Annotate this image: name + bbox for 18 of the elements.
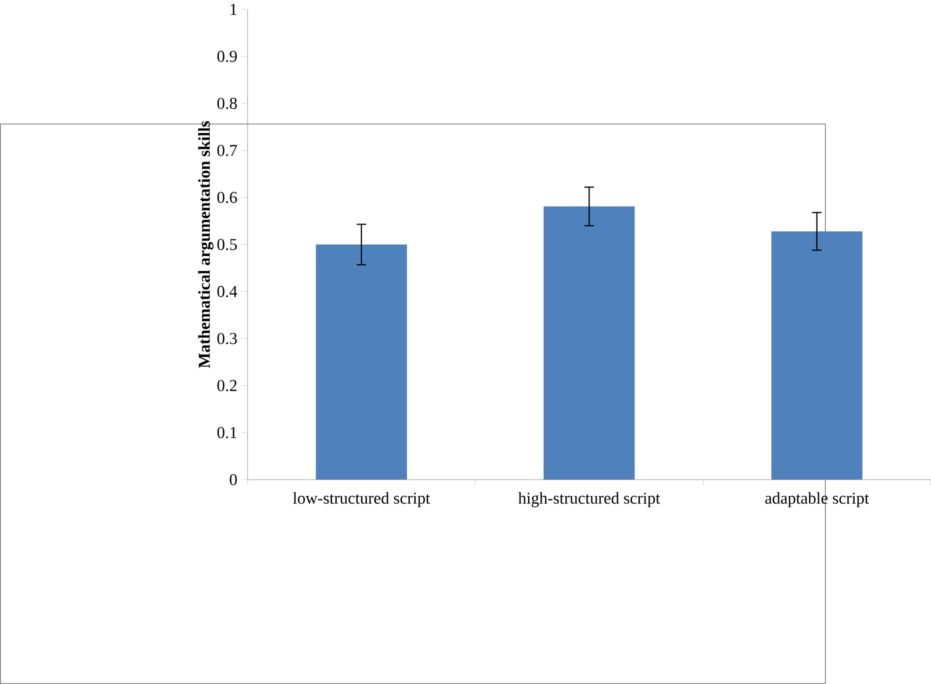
y-tick-label: 0.7 xyxy=(217,144,237,156)
y-tick-label: 1 xyxy=(230,4,236,15)
y-axis-title: Mathematical argumentation skills xyxy=(198,121,214,368)
bar xyxy=(544,206,635,480)
y-tick-label: 0.4 xyxy=(217,286,238,298)
y-tick-label: 0.9 xyxy=(217,50,237,62)
bar xyxy=(316,244,407,480)
x-tick-label: adaptable script xyxy=(765,492,869,508)
x-tick-label: high-structured script xyxy=(518,492,660,508)
y-tick-label: 0.8 xyxy=(217,98,237,110)
y-tick-label: 0.2 xyxy=(217,380,237,392)
bar xyxy=(771,231,862,480)
y-tick-label: 0.3 xyxy=(217,332,237,344)
y-tick-label: 0 xyxy=(230,474,237,486)
y-tick-label: 0.6 xyxy=(217,192,237,204)
x-tick-label: low-structured script xyxy=(292,492,430,508)
y-tick-label: 0.1 xyxy=(217,426,236,438)
y-tick-label: 0.5 xyxy=(217,238,237,250)
